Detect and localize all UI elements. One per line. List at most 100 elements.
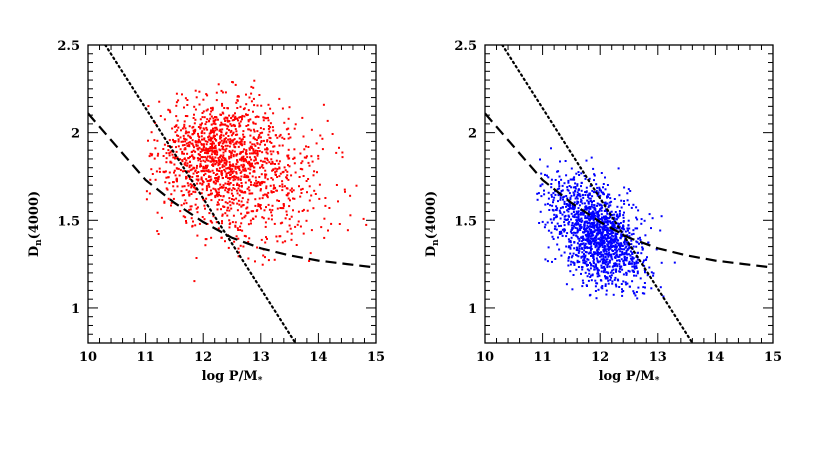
data-point bbox=[614, 237, 617, 239]
data-point bbox=[594, 244, 597, 247]
data-point bbox=[299, 152, 302, 155]
data-point bbox=[220, 89, 223, 92]
data-point bbox=[196, 157, 199, 160]
data-point bbox=[260, 173, 263, 176]
data-point bbox=[238, 194, 241, 197]
data-point bbox=[170, 201, 173, 204]
data-point bbox=[270, 158, 273, 161]
data-point bbox=[249, 219, 252, 222]
data-point bbox=[235, 142, 238, 145]
data-point bbox=[220, 130, 223, 133]
data-point bbox=[294, 123, 297, 126]
data-point bbox=[257, 205, 260, 208]
data-point bbox=[210, 153, 213, 156]
data-point bbox=[176, 119, 179, 122]
data-point bbox=[623, 200, 625, 203]
data-point bbox=[636, 272, 639, 275]
data-point bbox=[569, 241, 572, 244]
data-point bbox=[239, 225, 242, 228]
data-point bbox=[145, 198, 148, 201]
data-point bbox=[229, 165, 232, 168]
data-point bbox=[564, 160, 567, 162]
data-point bbox=[199, 182, 202, 185]
data-point bbox=[237, 187, 240, 190]
data-point bbox=[607, 282, 610, 285]
data-point bbox=[588, 269, 591, 272]
data-point bbox=[543, 193, 546, 196]
data-point bbox=[287, 157, 290, 160]
data-point bbox=[585, 235, 588, 238]
data-point bbox=[623, 243, 626, 246]
data-point bbox=[638, 242, 640, 245]
data-point bbox=[572, 205, 574, 208]
data-point bbox=[204, 238, 207, 241]
data-point bbox=[622, 262, 625, 265]
data-point bbox=[264, 148, 267, 151]
data-point bbox=[310, 155, 313, 158]
data-point bbox=[177, 140, 180, 143]
data-point bbox=[217, 175, 220, 178]
data-point bbox=[601, 246, 604, 249]
data-point bbox=[173, 171, 175, 174]
data-point bbox=[568, 256, 570, 259]
data-point bbox=[168, 139, 171, 142]
data-point bbox=[267, 133, 270, 136]
data-point bbox=[603, 247, 606, 250]
data-point bbox=[250, 146, 253, 149]
data-point bbox=[620, 233, 623, 236]
data-point bbox=[189, 183, 192, 186]
data-point bbox=[216, 173, 219, 176]
data-point bbox=[598, 274, 601, 277]
data-point bbox=[576, 249, 579, 252]
data-point bbox=[225, 160, 228, 163]
data-point bbox=[254, 260, 256, 263]
data-point bbox=[611, 221, 614, 224]
data-point bbox=[584, 217, 587, 220]
data-point bbox=[216, 180, 219, 183]
data-point bbox=[237, 176, 240, 179]
data-point bbox=[277, 152, 280, 155]
data-point bbox=[177, 167, 180, 170]
data-point bbox=[570, 218, 572, 221]
data-point bbox=[604, 203, 607, 206]
data-point bbox=[163, 118, 166, 121]
data-point bbox=[183, 152, 185, 155]
data-point bbox=[164, 181, 167, 184]
data-point bbox=[279, 133, 282, 136]
data-point bbox=[265, 173, 268, 176]
data-point bbox=[573, 178, 576, 181]
data-point bbox=[595, 183, 598, 186]
data-point bbox=[592, 237, 594, 240]
data-point bbox=[218, 163, 221, 166]
data-point bbox=[585, 186, 588, 189]
data-point bbox=[589, 206, 592, 209]
data-point bbox=[206, 166, 208, 169]
data-point bbox=[602, 236, 605, 238]
data-point bbox=[255, 185, 258, 188]
data-point bbox=[187, 131, 190, 134]
data-point bbox=[198, 103, 201, 106]
data-point bbox=[310, 128, 313, 131]
data-point bbox=[240, 140, 243, 143]
data-point bbox=[618, 210, 621, 212]
data-point bbox=[586, 199, 589, 202]
data-point bbox=[603, 228, 606, 231]
data-point bbox=[198, 222, 201, 225]
data-point bbox=[164, 170, 167, 173]
data-point bbox=[240, 205, 243, 208]
data-point bbox=[580, 172, 583, 175]
data-point bbox=[226, 202, 229, 205]
data-point bbox=[625, 271, 628, 274]
data-point bbox=[197, 175, 199, 178]
data-point bbox=[637, 286, 640, 289]
data-point bbox=[266, 194, 269, 197]
data-point bbox=[217, 162, 220, 165]
data-point bbox=[236, 160, 239, 163]
data-point bbox=[629, 190, 632, 192]
y-tick-label: 1 bbox=[71, 302, 80, 317]
data-point bbox=[260, 104, 263, 107]
data-point bbox=[577, 266, 580, 268]
data-point bbox=[315, 142, 318, 145]
data-point bbox=[609, 253, 612, 256]
data-point bbox=[252, 121, 255, 124]
